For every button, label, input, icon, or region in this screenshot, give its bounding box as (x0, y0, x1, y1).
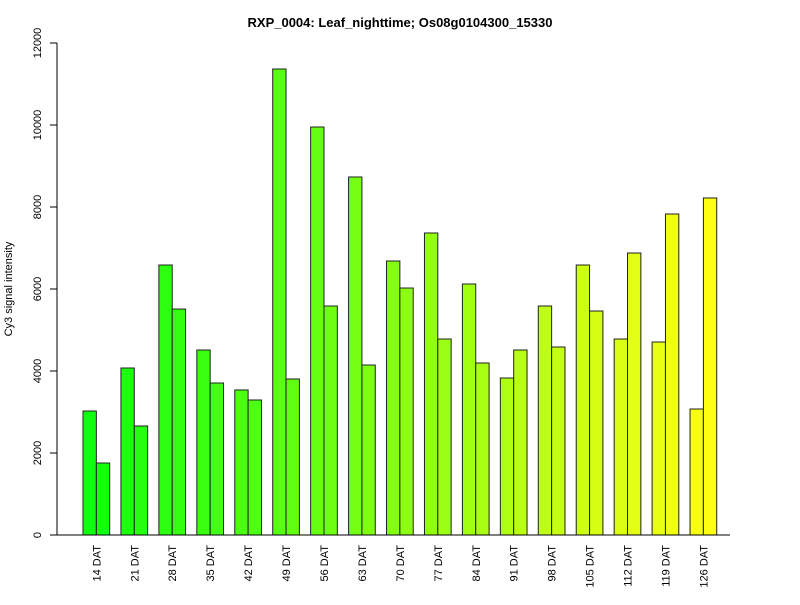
y-tick-label: 6000 (32, 277, 44, 301)
bar-21-dat-rep2 (133, 425, 149, 536)
bar-119-dat-rep1 (651, 341, 666, 536)
y-tick-label: 10000 (32, 110, 44, 141)
y-tick-label: 8000 (32, 195, 44, 219)
x-tick-label: 98 DAT (547, 545, 559, 582)
bar-105-dat-rep2 (589, 310, 604, 536)
bar-98-dat-rep1 (537, 305, 553, 536)
bar-119-dat-rep2 (664, 213, 680, 536)
y-axis-label: Cy3 signal intensity (3, 241, 15, 336)
x-tick-label: 70 DAT (395, 545, 407, 582)
bar-21-dat-rep1 (120, 367, 135, 536)
bar-56-dat-rep2 (323, 305, 338, 536)
chart-title: RXP_0004: Leaf_nighttime; Os08g0104300_1… (248, 15, 553, 30)
bar-35-dat-rep1 (196, 349, 211, 536)
bar-126-dat-rep2 (702, 197, 718, 536)
x-tick-label: 105 DAT (585, 545, 597, 588)
bars (82, 68, 718, 536)
bar-14-dat-rep2 (95, 462, 111, 536)
x-tick-label: 119 DAT (660, 545, 672, 587)
x-tick-label: 63 DAT (357, 545, 369, 582)
bar-63-dat-rep2 (361, 364, 376, 536)
x-tick-label: 14 DAT (91, 545, 103, 582)
y-axis: 0 2000 4000 6000 8000 10000 12000 (32, 28, 58, 538)
x-tick-label: 91 DAT (509, 545, 521, 582)
bar-14-dat-rep1 (82, 410, 97, 536)
bar-49-dat-rep1 (272, 68, 287, 536)
bar-28-dat-rep2 (171, 308, 187, 536)
x-tick-label: 126 DAT (698, 545, 710, 588)
x-tick-label: 35 DAT (205, 545, 217, 582)
bar-77-dat-rep1 (423, 232, 439, 536)
bar-105-dat-rep1 (575, 264, 591, 536)
y-tick-label: 4000 (32, 359, 44, 383)
bar-112-dat-rep2 (627, 252, 642, 536)
bar-112-dat-rep1 (613, 338, 629, 536)
bar-70-dat-rep1 (386, 260, 401, 536)
bar-84-dat-rep2 (475, 362, 490, 536)
bar-42-dat-rep2 (247, 399, 262, 536)
bar-91-dat-rep2 (513, 349, 528, 536)
bar-98-dat-rep2 (551, 346, 566, 536)
bar-91-dat-rep1 (499, 377, 515, 536)
bar-84-dat-rep1 (461, 283, 477, 536)
x-tick-label: 28 DAT (167, 545, 179, 582)
bar-77-dat-rep2 (437, 338, 452, 536)
x-tick-label: 77 DAT (433, 545, 445, 582)
bar-126-dat-rep1 (689, 408, 704, 536)
x-tick-label: 42 DAT (243, 545, 255, 582)
bar-42-dat-rep1 (234, 389, 249, 536)
x-axis-labels: 14 DAT 21 DAT 28 DAT 35 DAT 42 DAT 49 DAT 56 D… (91, 545, 710, 588)
bar-49-dat-rep2 (285, 378, 300, 536)
x-tick-label: 49 DAT (281, 545, 293, 582)
bar-56-dat-rep1 (310, 126, 325, 536)
x-tick-label: 56 DAT (319, 545, 331, 582)
x-tick-label: 21 DAT (129, 545, 141, 582)
x-tick-label: 84 DAT (471, 545, 483, 582)
x-tick-label: 112 DAT (623, 545, 635, 587)
y-tick-label: 2000 (32, 441, 44, 465)
bar-35-dat-rep2 (209, 382, 225, 536)
bar-28-dat-rep1 (158, 264, 173, 536)
y-tick-label: 12000 (32, 28, 44, 59)
bar-70-dat-rep2 (399, 287, 414, 536)
y-tick-label: 0 (32, 532, 44, 538)
bar-63-dat-rep1 (348, 176, 363, 536)
